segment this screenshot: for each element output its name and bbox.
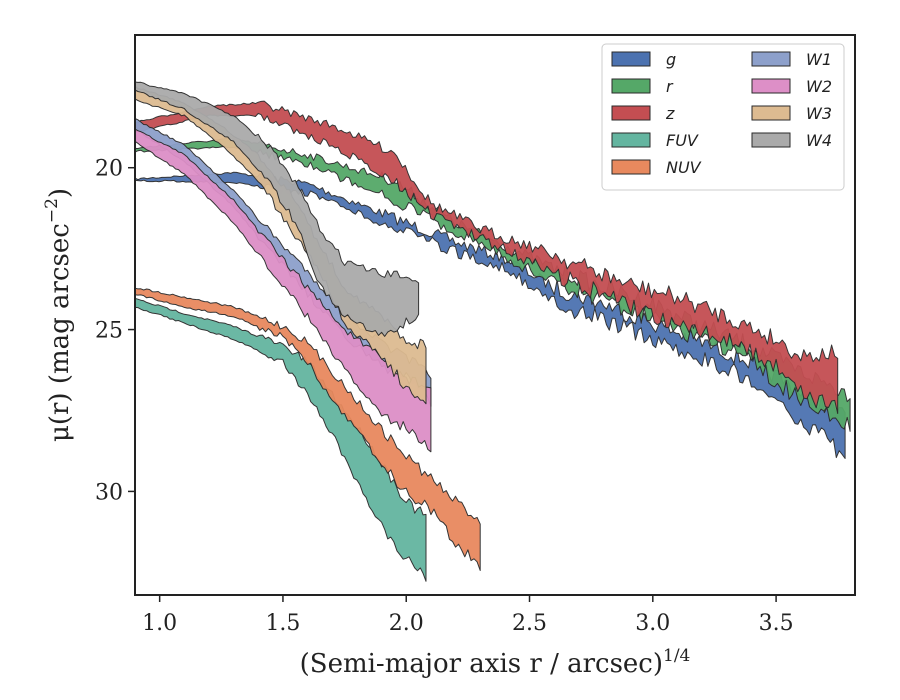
series-band-z [134, 100, 839, 414]
series-band-fuv [134, 297, 427, 582]
legend-label-nuv: NUV [666, 158, 702, 177]
y-tick-label: 25 [95, 319, 123, 344]
legend-label-w4: W4 [806, 131, 832, 150]
legend-label-fuv: FUV [666, 131, 699, 150]
legend-label-z: z [665, 104, 675, 123]
legend-swatch-nuv [611, 159, 651, 175]
y-tick-label: 30 [95, 480, 123, 505]
series-band-w4 [134, 81, 420, 337]
legend-swatch-w4 [751, 132, 791, 148]
legend-swatch-fuv [611, 132, 651, 148]
legend-swatch-g [611, 51, 651, 67]
x-tick-label: 3.0 [635, 611, 670, 636]
y-tick-label: 20 [95, 157, 123, 182]
plot-frame [134, 34, 856, 596]
legend-swatch-w2 [751, 78, 791, 94]
legend-label-w1: W1 [806, 50, 832, 69]
legend-label-r: r [666, 77, 674, 96]
x-tick-label: 1.5 [265, 611, 300, 636]
series-layer [134, 81, 851, 582]
legend-swatch-w3 [751, 105, 791, 121]
legend-label-w3: W3 [806, 104, 832, 123]
series-band-nuv [134, 287, 481, 571]
series-band-g [134, 171, 846, 459]
legend-label-w2: W2 [806, 77, 832, 96]
legend: grz FUV NUV W1 W2 W3 W4 [601, 43, 845, 191]
legend-swatch-z [611, 105, 651, 121]
series-band-r [134, 137, 851, 432]
y-axis-label: μ(r) (mag arcsec−2) [42, 188, 75, 442]
x-tick-label: 2.0 [389, 611, 424, 636]
x-tick-label: 2.5 [512, 611, 547, 636]
series-band-w2 [134, 128, 432, 453]
ticks-layer: 1.0 1.5 2.0 2.5 3.0 3.5 20 25 30 [95, 157, 794, 636]
x-tick-label: 1.0 [142, 611, 177, 636]
x-axis-label: (Semi-major axis r / arcsec)1/4 [300, 646, 691, 679]
legend-label-g: g [666, 50, 676, 69]
legend-swatch-w1 [751, 51, 791, 67]
legend-swatch-r [611, 78, 651, 94]
x-tick-label: 3.5 [759, 611, 794, 636]
